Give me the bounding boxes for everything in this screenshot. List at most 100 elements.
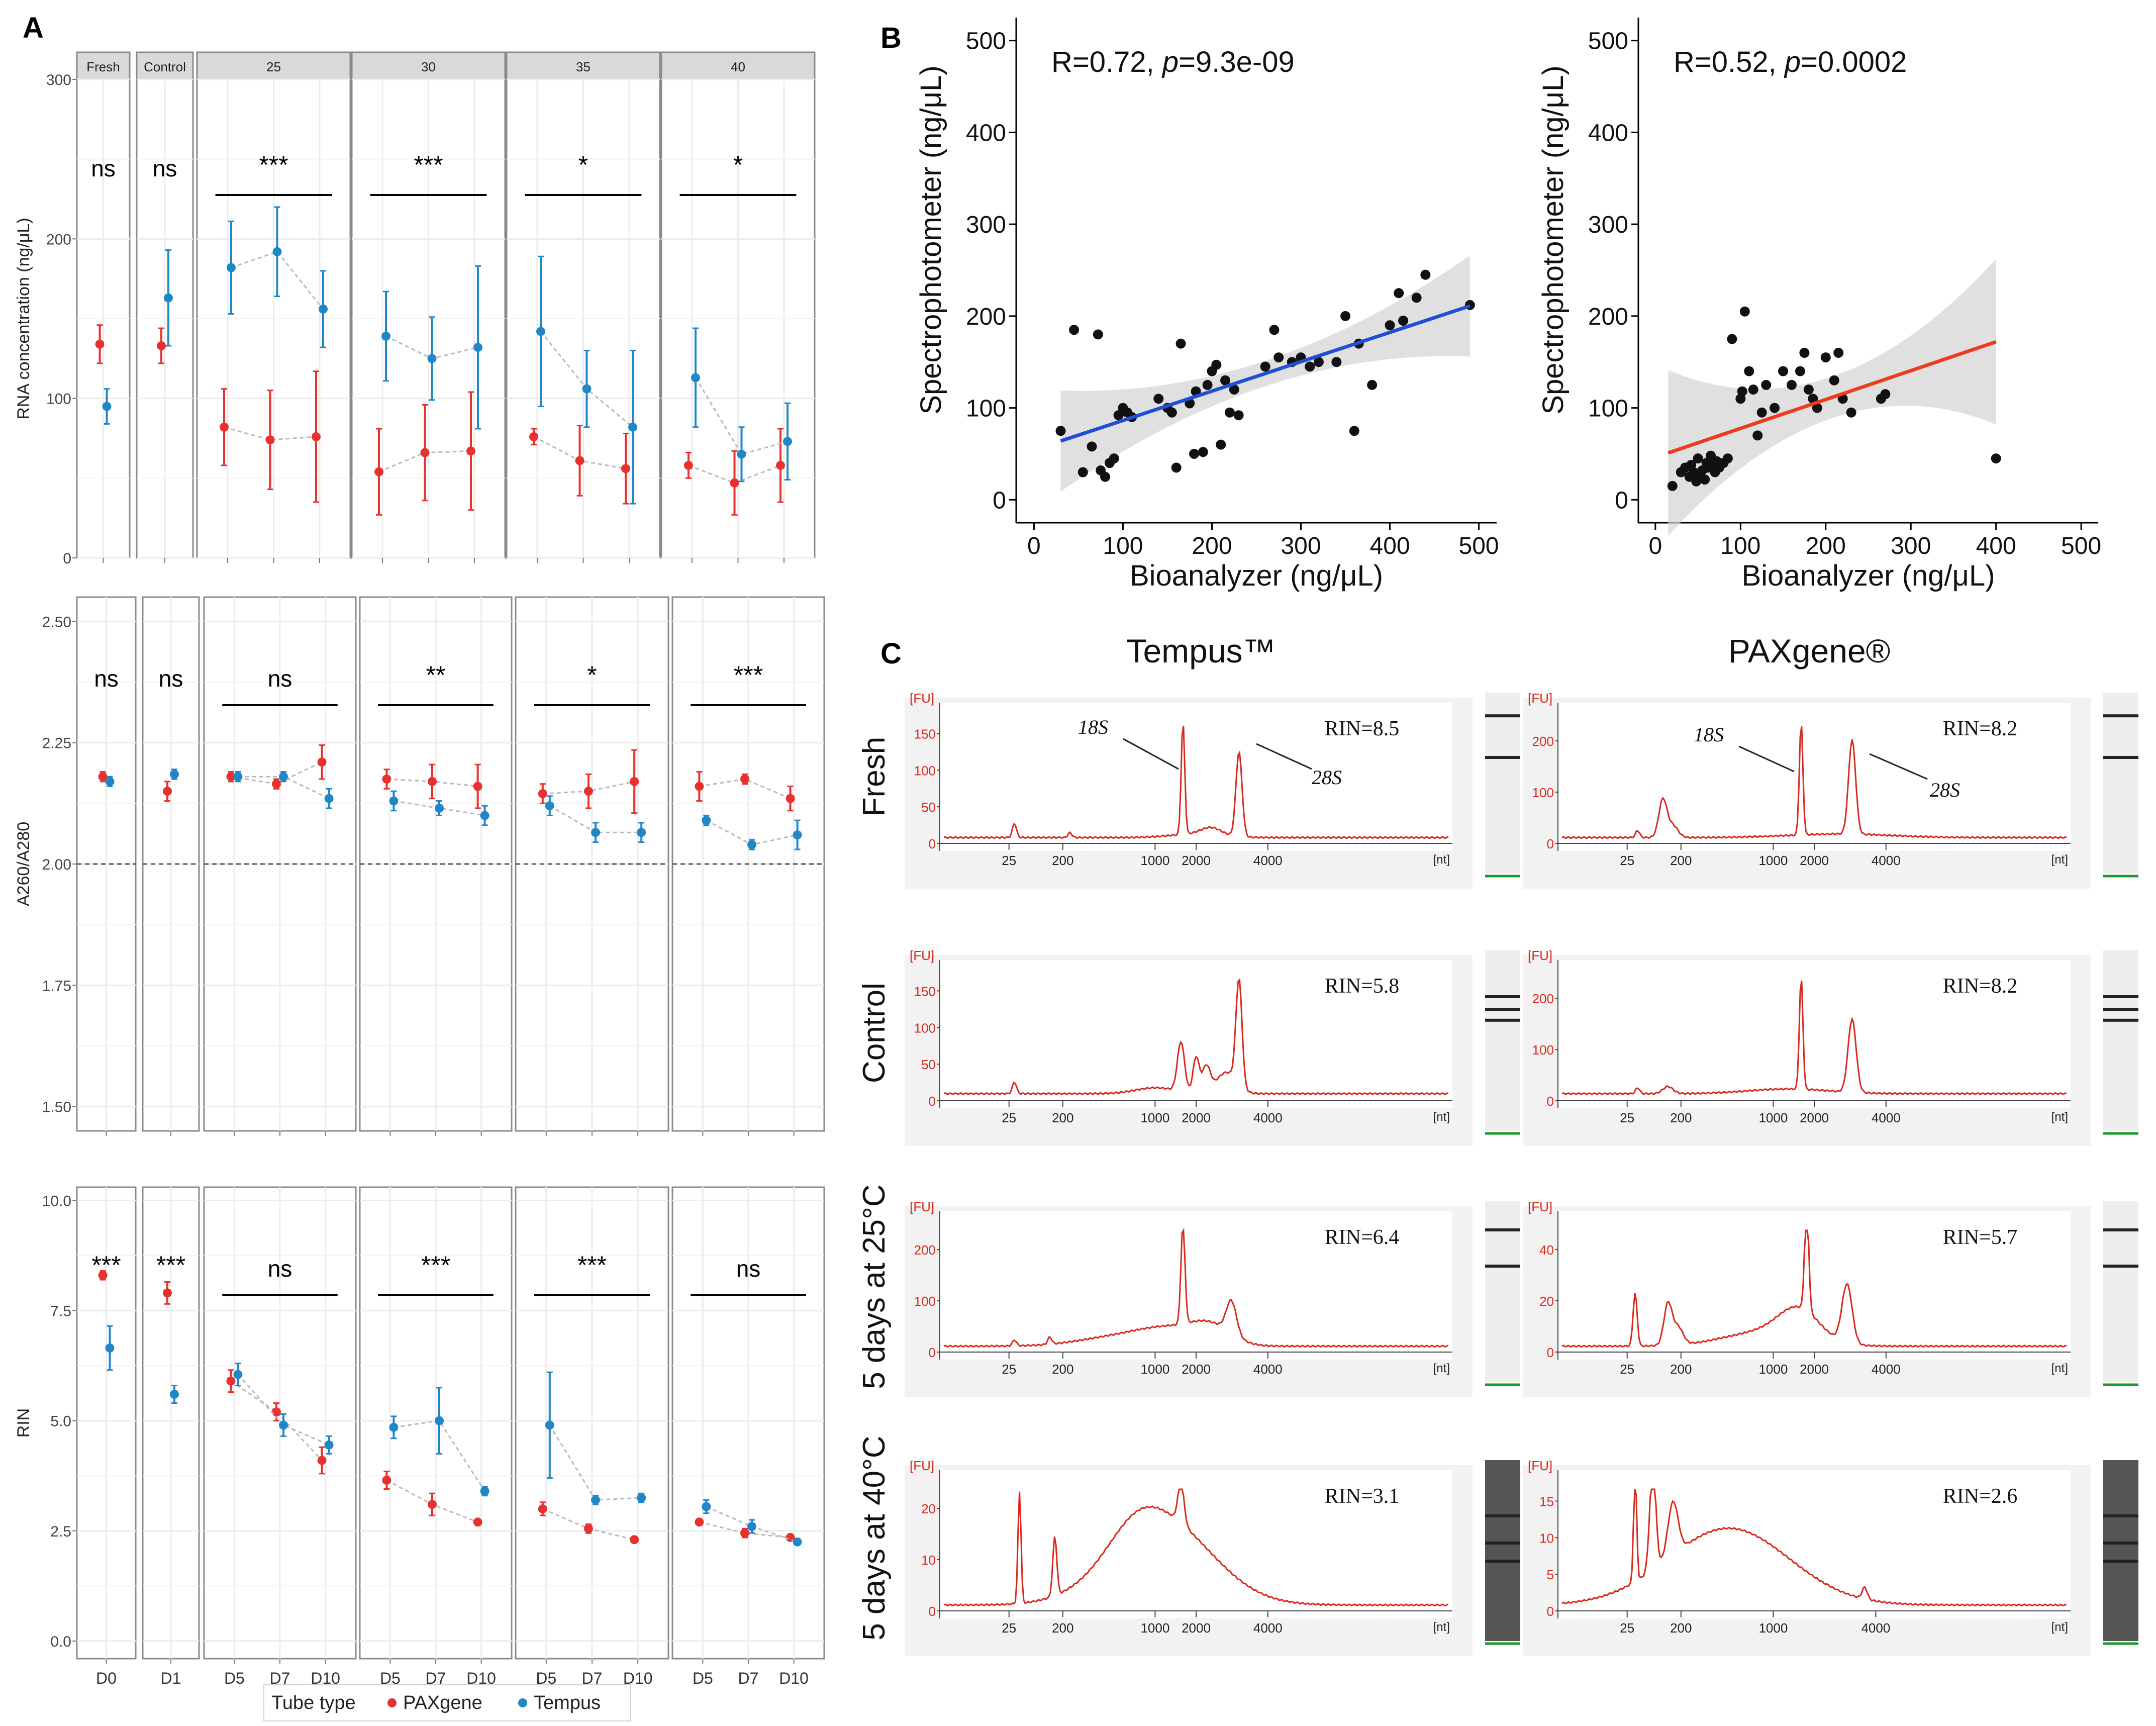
x-tick-label: 200 [1052, 1110, 1073, 1125]
panel-label-a: A [23, 12, 44, 44]
stat-r: R=0.52, [1674, 46, 1785, 78]
rin-label: RIN=8.5 [1325, 717, 1400, 740]
x-tick-label: D5 [224, 1669, 245, 1687]
y-axis-label: A260/A280 [14, 822, 33, 906]
point-tempus [233, 1370, 243, 1379]
y-tick-label: 2.50 [42, 614, 71, 630]
y-tick-label: 100 [914, 763, 936, 778]
y-tick-label: 200 [1532, 734, 1554, 749]
electropherogram-trace [943, 725, 1449, 839]
scatter-point [1273, 352, 1284, 363]
y-tick-label: 0 [63, 550, 71, 567]
scatter-point [1787, 379, 1797, 390]
x-axis-label: Bioanalyzer (ng/μL) [1130, 559, 1383, 592]
gel-band [2103, 756, 2138, 759]
point-paxgene [473, 782, 482, 791]
gel-lane [2103, 950, 2138, 1131]
significance-label: *** [156, 1251, 185, 1279]
x-tick-label: 200 [1670, 1110, 1692, 1125]
x-tick-label: D1 [161, 1669, 181, 1687]
significance-label: ns [736, 1256, 761, 1282]
point-paxgene [374, 467, 383, 476]
significance-label: * [587, 661, 597, 689]
x-tick-label: 2000 [1182, 1362, 1211, 1377]
point-paxgene [382, 775, 391, 784]
x-tick-label: 1000 [1758, 853, 1788, 868]
point-paxgene [740, 775, 749, 784]
x-tick-label: 200 [1670, 1620, 1692, 1636]
point-paxgene [740, 1528, 749, 1538]
point-paxgene [98, 1271, 108, 1280]
y-axis-label: RIN [14, 1408, 33, 1438]
legend-label-paxgene: PAXgene [403, 1692, 482, 1713]
point-tempus [105, 777, 115, 786]
y-tick-label: 400 [966, 120, 1006, 146]
y-tick-label: 1.50 [42, 1099, 71, 1116]
dashed-connector-paxgene [688, 464, 781, 484]
scatter-point [1880, 389, 1891, 400]
y-tick-label: 10 [921, 1553, 936, 1568]
scatter-point [1748, 385, 1758, 395]
x-tick-label: D5 [693, 1669, 713, 1687]
rin-label: RIN=8.2 [1943, 975, 2018, 998]
scatter-point [1829, 375, 1839, 386]
regression-line [1060, 304, 1471, 443]
scatter-point [1216, 439, 1226, 450]
x-tick-label: 1000 [1140, 1362, 1169, 1377]
y-tick-label: 100 [1532, 1042, 1554, 1058]
scatter-point [1171, 462, 1182, 473]
point-paxgene [220, 422, 229, 432]
point-paxgene [317, 757, 327, 767]
legend-label-tempus: Tempus [534, 1692, 601, 1713]
x-tick-label: 100 [1720, 533, 1760, 559]
point-tempus [279, 772, 288, 782]
gel-lane [1485, 693, 1520, 874]
facet-strip-label: Control [144, 59, 186, 74]
y-axis-label: Spectrophotometer (ng/μL) [1537, 65, 1570, 414]
stat-p-value: =9.3e-09 [1179, 46, 1295, 78]
rin-box [1297, 965, 1427, 1005]
y-tick-label: 0 [1547, 1345, 1554, 1360]
point-tempus [545, 801, 554, 811]
point-tempus [480, 1486, 489, 1496]
point-paxgene [265, 435, 275, 445]
x-tick-label: 25 [1002, 1110, 1016, 1125]
point-tempus [737, 449, 746, 459]
row-label: 5 days at 40°C [857, 1435, 892, 1640]
point-paxgene [272, 779, 281, 789]
point-tempus [389, 1422, 399, 1432]
significance-label: *** [259, 151, 288, 179]
point-tempus [272, 247, 282, 256]
gel-lane [2103, 693, 2138, 874]
x-tick-label: 1000 [1758, 1362, 1788, 1377]
point-tempus [591, 1495, 600, 1505]
dashed-connector-paxgene [224, 426, 317, 441]
point-paxgene [163, 1288, 172, 1298]
x-tick-label: 25 [1620, 853, 1634, 868]
point-tempus [637, 828, 646, 837]
point-tempus [381, 331, 390, 341]
scatter-point [1349, 426, 1359, 436]
point-paxgene [226, 772, 236, 782]
electropherogram-trace [943, 978, 1449, 1096]
dashed-connector-paxgene [699, 1521, 791, 1539]
facet-strip-label: 40 [731, 59, 745, 74]
x-tick-label: 25 [1002, 1620, 1016, 1636]
fu-label: [FU] [910, 1458, 934, 1473]
point-paxgene [163, 787, 172, 796]
y-tick-label: 100 [966, 396, 1006, 422]
scatter-point [1846, 407, 1856, 418]
y-tick-label: 50 [921, 1057, 936, 1072]
row-label: Control [857, 983, 892, 1083]
y-tick-label: 15 [1539, 1494, 1554, 1509]
scatter-point [1153, 394, 1164, 404]
x-tick-label: 4000 [1253, 853, 1283, 868]
point-paxgene [226, 1376, 236, 1386]
point-paxgene [317, 1456, 327, 1465]
rin-label: RIN=5.8 [1325, 975, 1400, 998]
x-tick-label: 400 [1370, 533, 1410, 559]
y-tick-label: 0 [929, 1345, 936, 1360]
point-tempus [702, 816, 711, 825]
y-tick-label: 2.00 [42, 856, 71, 873]
